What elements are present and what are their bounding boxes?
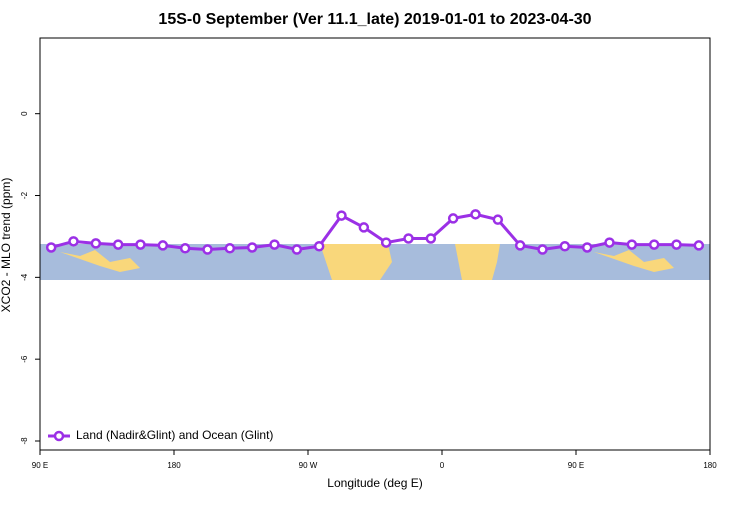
x-tick-label: 0 — [440, 461, 445, 470]
y-tick-label: -8 — [20, 437, 29, 445]
y-axis-label: XCO2 - MLO trend (ppm) — [0, 178, 13, 313]
data-point — [358, 222, 370, 233]
legend-label: Land (Nadir&Glint) and Ocean (Glint) — [76, 428, 273, 442]
data-point — [425, 233, 437, 244]
data-point — [514, 240, 526, 251]
data-point — [291, 244, 303, 255]
data-point — [202, 244, 213, 255]
data-point — [179, 243, 191, 254]
data-point — [604, 237, 615, 248]
data-point — [224, 243, 236, 254]
data-point — [492, 214, 504, 225]
x-axis-label: Longitude (deg E) — [327, 476, 422, 490]
x-tick-label: 180 — [167, 461, 181, 470]
y-tick-label: 0 — [20, 111, 29, 116]
data-point — [537, 244, 548, 255]
data-point — [559, 241, 571, 252]
data-point — [135, 239, 146, 250]
data-point — [626, 239, 638, 250]
data-point — [693, 240, 705, 251]
data-point — [671, 239, 682, 250]
data-point — [403, 233, 414, 244]
data-point — [90, 238, 102, 249]
x-tick-label: 90 E — [568, 461, 584, 470]
data-point — [581, 242, 593, 253]
data-point — [45, 242, 57, 253]
data-point — [246, 242, 258, 253]
data-point — [648, 239, 660, 250]
data-point — [68, 236, 79, 247]
plot-frame — [39, 37, 711, 451]
data-point — [112, 239, 124, 250]
y-tick-label: -2 — [20, 191, 29, 199]
data-point — [157, 240, 169, 251]
map-background — [40, 244, 710, 280]
data-point — [447, 213, 459, 224]
x-tick-label: 180 — [703, 461, 717, 470]
data-point — [269, 239, 280, 250]
data-point — [336, 210, 347, 221]
x-tick-label: 90 W — [299, 461, 318, 470]
data-point — [380, 237, 392, 248]
x-tick-label: 90 E — [32, 461, 48, 470]
chart-title: 15S-0 September (Ver 11.1_late) 2019-01-… — [158, 11, 591, 28]
y-tick-label: -4 — [20, 273, 29, 281]
y-tick-label: -6 — [20, 355, 29, 363]
data-point — [313, 241, 325, 252]
data-point — [470, 209, 481, 220]
legend-marker — [53, 430, 65, 442]
